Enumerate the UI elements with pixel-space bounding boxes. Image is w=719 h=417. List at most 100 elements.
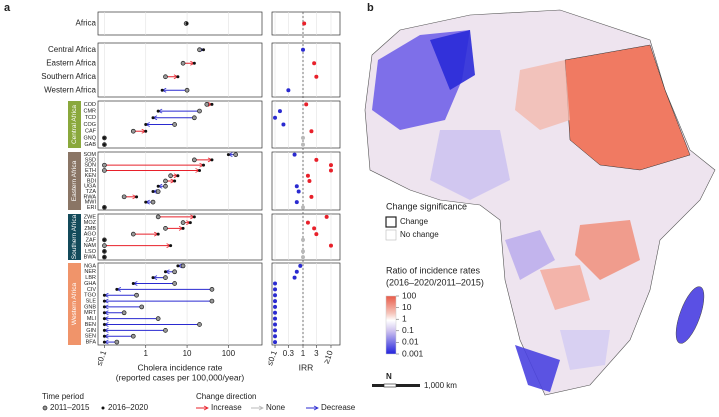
category-label: SLE <box>86 299 97 305</box>
point-2016-2020 <box>156 184 160 188</box>
legend-swatch <box>385 229 397 241</box>
category-label: GAB <box>84 142 96 148</box>
legend-arrow <box>313 405 319 411</box>
point-2016-2020 <box>151 116 155 120</box>
category-label: GHA <box>84 281 96 287</box>
irr-point <box>305 173 310 178</box>
point-2016-2020 <box>102 340 106 344</box>
irr-point <box>301 135 306 140</box>
point-2011-2015 <box>163 328 168 333</box>
point-2011-2015 <box>209 298 215 304</box>
irr-point <box>273 293 278 298</box>
group-label: Southern Africa <box>71 214 78 259</box>
x-tick-label: 3 <box>314 349 319 358</box>
panel-frame <box>271 262 341 346</box>
point-2011-2015 <box>209 287 215 292</box>
category-label: LSO <box>85 249 97 255</box>
point-2016-2020 <box>160 88 164 92</box>
point-2016-2020 <box>115 287 119 291</box>
point-2011-2015 <box>197 47 202 53</box>
point-2016-2020 <box>202 48 206 52</box>
point-2011-2015 <box>172 269 177 275</box>
point-2016-2020 <box>102 143 106 147</box>
panel-frame <box>271 42 341 98</box>
category-label: SDN <box>84 163 96 169</box>
category-label: BEN <box>85 322 96 328</box>
point-2016-2020 <box>102 323 106 326</box>
irr-point <box>312 61 317 66</box>
legend-label: None <box>266 403 286 412</box>
point-2011-2015 <box>102 162 107 168</box>
panel-frame <box>97 213 263 261</box>
x-tick-label: 0.3 <box>283 349 295 358</box>
colorbar-label: 10 <box>402 302 412 312</box>
point-2011-2015 <box>180 220 186 225</box>
point-2011-2015 <box>102 243 107 248</box>
category-label: SSD <box>85 157 96 163</box>
irr-point <box>292 152 297 157</box>
map <box>364 9 716 396</box>
panel-frame <box>97 262 263 346</box>
point-2011-2015 <box>163 178 168 184</box>
point-2011-2015 <box>172 122 177 127</box>
legend-arrow <box>258 405 264 411</box>
panel-frame <box>97 151 263 211</box>
scale-bar <box>396 384 420 387</box>
panel-frame <box>97 100 263 149</box>
legend-label: 2011–2015 <box>50 403 90 412</box>
x-tick-label: ≥10 <box>322 349 335 365</box>
irr-point <box>305 220 310 225</box>
point-2011-2015 <box>204 102 210 107</box>
colorbar-label: 0.1 <box>402 325 414 335</box>
x-tick-label: 100 <box>222 349 236 358</box>
category-label: ZAF <box>86 237 97 243</box>
category-label: ZWE <box>84 214 97 220</box>
point-2011-2015 <box>121 194 127 200</box>
north-arrow: N <box>386 372 392 381</box>
irr-point <box>273 334 278 339</box>
irr-point <box>328 163 333 168</box>
group-band <box>68 214 81 260</box>
irr-point <box>281 122 286 127</box>
irr-point <box>273 340 278 345</box>
point-2011-2015 <box>197 322 202 327</box>
point-2016-2020 <box>102 334 106 338</box>
legend-label: Increase <box>211 403 242 412</box>
point-2016-2020 <box>198 168 202 172</box>
category-label: BWA <box>84 255 97 261</box>
colorbar <box>385 295 397 355</box>
x-axis-label: IRR <box>299 362 314 372</box>
colorbar-label: 100 <box>402 290 416 300</box>
point-2016-2020 <box>102 311 106 315</box>
point-2016-2020 <box>176 174 180 178</box>
point-2011-2015 <box>163 183 168 189</box>
panel-label: b <box>367 2 374 14</box>
irr-point <box>301 237 306 242</box>
panel-frame <box>271 151 341 211</box>
irr-point <box>301 205 306 210</box>
category-label: SEN <box>85 334 96 340</box>
category-label: Southern Africa <box>41 72 96 81</box>
point-2011-2015 <box>102 168 107 173</box>
category-label: ETH <box>85 168 96 174</box>
x-tick-label: 1 <box>144 349 149 358</box>
irr-point <box>302 21 307 26</box>
point-2016-2020 <box>192 61 196 65</box>
irr-point <box>273 310 278 315</box>
point-2016-2020 <box>102 305 106 309</box>
point-2016-2020 <box>151 276 155 280</box>
legend-title: Time period <box>42 392 84 401</box>
category-label: TCD <box>85 115 96 121</box>
group-label: Western Africa <box>71 283 78 326</box>
point-2016-2020 <box>156 232 160 236</box>
x-tick-label: ≤0.1 <box>95 349 109 367</box>
scale-bar <box>372 384 384 387</box>
group-band <box>68 263 81 345</box>
legend-marker <box>101 406 105 410</box>
point-2016-2020 <box>185 22 189 25</box>
irr-point <box>301 142 306 147</box>
point-2011-2015 <box>191 157 197 163</box>
point-2016-2020 <box>135 195 139 199</box>
point-2011-2015 <box>155 214 161 220</box>
irr-point <box>314 157 319 162</box>
